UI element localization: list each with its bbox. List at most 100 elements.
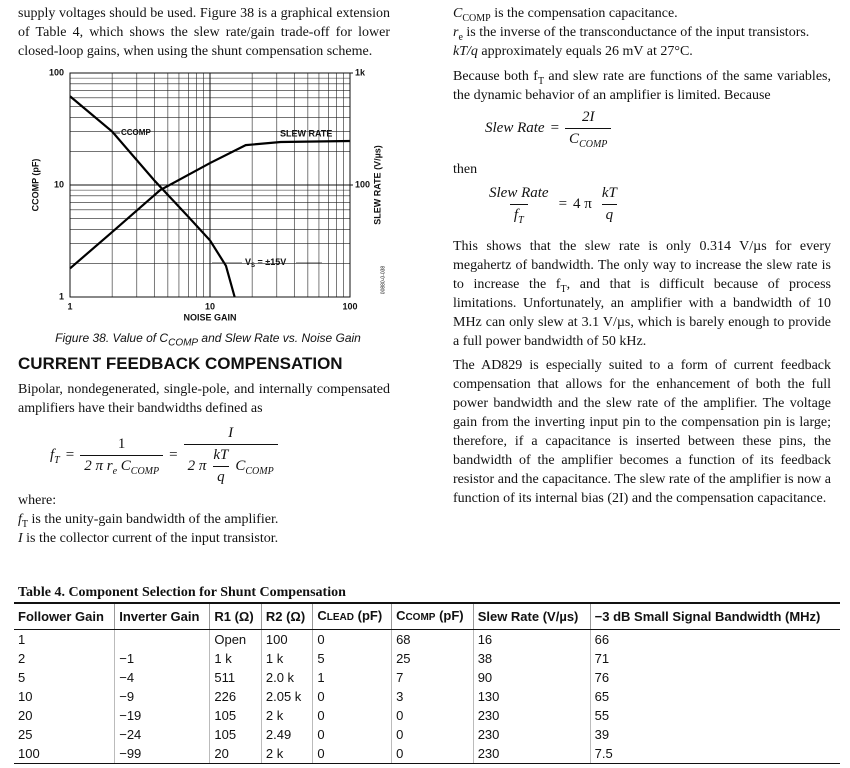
text: = <box>550 120 560 136</box>
text: T <box>537 75 545 87</box>
text: This shows that the slew rate is only 0.… <box>453 239 831 292</box>
text: f <box>50 447 55 463</box>
table-title: Table 4. Component Selection for Shunt C… <box>18 585 346 600</box>
table-cell: 20 <box>18 708 33 723</box>
text: , and that is difficult because of proce… <box>453 277 832 349</box>
table-cell: 130 <box>472 687 591 706</box>
text: is the unity-gain bandwidth of the ampli… <box>28 512 279 527</box>
table-cell: 68 <box>391 629 474 649</box>
table-cell: Open <box>209 629 262 649</box>
table-cell: 2 k <box>260 744 313 764</box>
table-row: 10 −9 226 2.05 k 0 3 130 65 <box>14 687 840 706</box>
plot-border <box>69 72 351 298</box>
table-cell: 100 <box>260 629 313 649</box>
text: T <box>54 455 60 466</box>
header-cell: −3 dB Small Signal Bandwidth (MHz) <box>589 602 840 630</box>
x-tick-label: 100 <box>342 301 357 311</box>
text: and slew rate are functions of the same … <box>453 69 831 103</box>
definition: kT/q approximately equals 26 mV at 27°C. <box>453 42 693 61</box>
text: e <box>112 466 118 477</box>
text: C <box>453 6 463 21</box>
x-tick-label: 1 <box>67 301 72 311</box>
table-cell: 105 <box>209 706 262 725</box>
table-cell: −9 <box>114 687 210 706</box>
table-cell: 0 <box>312 687 392 706</box>
table-cell: 226 <box>209 687 262 706</box>
header-cell: Follower Gain <box>14 602 115 630</box>
table-cell: −99 <box>114 744 210 764</box>
annotation-part: V <box>245 257 251 267</box>
table-cell: 5 <box>312 649 392 668</box>
table-cell: 100 <box>14 744 115 764</box>
table-cell: 90 <box>472 668 591 687</box>
text: is the inverse of the transconductance o… <box>462 25 810 40</box>
text: C <box>235 458 246 474</box>
table-row: 20 −19 105 2 k 0 0 230 55 <box>14 706 840 725</box>
paragraph: The AD829 is especially suited to a form… <box>453 358 831 506</box>
figure-code: 00880-0-038 <box>380 266 386 295</box>
table-cell: 1 <box>312 668 392 687</box>
series-line <box>69 95 236 298</box>
caption-sub: COMP <box>168 337 199 349</box>
definition: I is the collector current of the input … <box>18 529 278 548</box>
table-cell: 0 <box>312 706 392 725</box>
table-cell: 2.0 k <box>260 668 313 687</box>
text: COMP <box>462 12 491 24</box>
series-line <box>69 139 351 270</box>
y-tick-label: 1 <box>59 291 64 301</box>
table: Follower Gain Inverter Gain R1 (Ω) R2 (Ω) CL… <box>14 602 840 764</box>
table-cell: −24 <box>114 725 210 744</box>
table-cell: 7 <box>391 668 474 687</box>
section-heading: CURRENT FEEDBACK COMPENSATION <box>18 354 343 373</box>
text: 1 <box>117 436 126 452</box>
figure-caption: Figure 38. Value of CCOMP and Slew Rate … <box>18 329 398 348</box>
table-cell: 38 <box>472 649 591 668</box>
text: C <box>569 131 580 147</box>
text: q <box>213 466 229 487</box>
definition: CCOMP is the compensation capacitance. <box>453 4 678 23</box>
table-cell: −4 <box>114 668 210 687</box>
text: Slew Rate <box>485 120 545 136</box>
table-cell: 0 <box>391 744 474 764</box>
text: kT <box>601 185 617 201</box>
text: 2 π <box>187 458 207 474</box>
formula-part: fT <box>50 446 60 466</box>
table-cell: 5 <box>18 670 26 685</box>
text: is the collector current of the input tr… <box>22 531 279 546</box>
table-cell: 3 <box>391 687 474 706</box>
text: I <box>228 425 234 441</box>
text: T <box>518 215 524 226</box>
y-tick-label: 100 <box>49 67 64 77</box>
text: r <box>453 25 459 40</box>
header-part: LEAD <box>326 612 355 623</box>
table-cell: 0 <box>312 744 392 764</box>
series-label: CCOMP <box>121 128 151 137</box>
header-part: (pF) <box>435 608 464 623</box>
table-cell <box>114 629 210 649</box>
then-label: then <box>453 162 478 177</box>
table-cell: 0 <box>391 725 474 744</box>
intro-paragraph: supply voltages should be used. Figure 3… <box>18 6 390 59</box>
text: = <box>558 196 568 212</box>
table-cell: 1 <box>18 632 26 647</box>
fraction: I 2 π kT q CCOMP <box>183 424 278 487</box>
y-axis-label: CCOMP (pF) <box>30 159 40 212</box>
y-tick-label: 10 <box>54 179 64 189</box>
y2-axis-label: SLEW RATE (V/µs) <box>372 145 382 225</box>
caption-text: and Slew Rate vs. Noise Gain <box>198 331 361 345</box>
table-cell: 65 <box>589 687 840 706</box>
text: is the compensation capacitance. <box>490 6 678 21</box>
text: I <box>18 531 23 546</box>
table-cell: 105 <box>209 725 262 744</box>
table-cell: 0 <box>391 706 474 725</box>
table-cell: 25 <box>391 649 474 668</box>
text: e <box>458 31 463 43</box>
text: 2I <box>581 109 595 125</box>
header-cell: CLEAD (pF) <box>312 602 392 630</box>
text: COMP <box>245 466 274 477</box>
formula-part: = <box>169 447 178 463</box>
header-cell: Inverter Gain <box>114 602 210 630</box>
